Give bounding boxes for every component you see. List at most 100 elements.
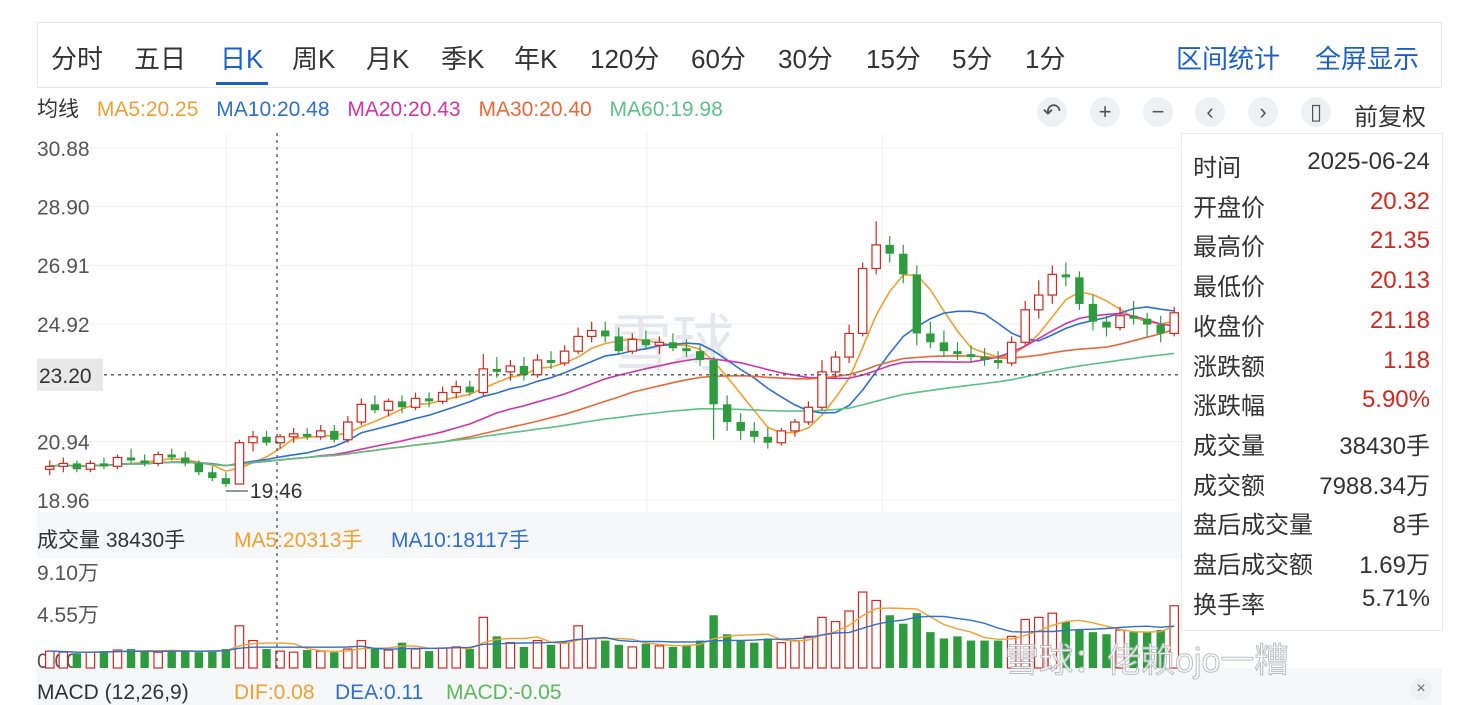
tab-1[interactable]: 五日: [134, 44, 187, 74]
volume-bar-down: [885, 615, 894, 668]
candle-body-down: [926, 333, 935, 343]
candle-body-down: [194, 463, 203, 473]
candle-body-down: [1088, 303, 1098, 322]
next-icon[interactable]: ›: [1248, 97, 1278, 127]
volume-bar-up: [1020, 618, 1031, 669]
candle-body-up: [315, 430, 326, 438]
info-label: 时间: [1193, 155, 1241, 182]
candle-body-up: [654, 341, 665, 346]
price-tick-label: 26.91: [37, 255, 90, 278]
crosshair-price-label: 23.20: [39, 365, 92, 388]
volume-bar-down: [1156, 630, 1165, 668]
tab-10[interactable]: 15分: [866, 44, 921, 74]
volume-bar-down: [167, 650, 176, 668]
volume-title: 成交量 38430手: [37, 529, 186, 552]
candle-body-down: [519, 365, 529, 375]
tab-3[interactable]: 周K: [292, 44, 336, 74]
info-row: 成交额 7988.34万: [1193, 466, 1430, 502]
volume-bar-up: [451, 646, 462, 669]
undo-icon[interactable]: ↶: [1037, 97, 1067, 127]
tab-12[interactable]: 1分: [1025, 44, 1066, 74]
candle-body-up: [844, 332, 854, 358]
dea-label: DEA:0.11: [335, 681, 424, 704]
volume-bar-down: [1075, 630, 1084, 668]
candle-body-up: [410, 397, 421, 408]
zoom-out-icon[interactable]: −: [1143, 97, 1173, 127]
close-macd-icon[interactable]: ×: [1410, 678, 1432, 700]
tab-11[interactable]: 5分: [952, 44, 993, 74]
volume-bar-up: [817, 616, 827, 669]
volume-bar-down: [980, 640, 989, 668]
dif-label: DIF:0.08: [234, 681, 315, 704]
volume-bar-up: [315, 650, 326, 669]
volume-bar-up: [410, 648, 421, 669]
interval-stats-button[interactable]: 区间统计: [1176, 44, 1281, 74]
candle-body-up: [356, 403, 367, 423]
candle-body-down: [966, 354, 976, 358]
tab-6[interactable]: 年K: [514, 44, 558, 74]
volume-bar-down: [1102, 634, 1111, 668]
candle-body-down: [668, 342, 678, 349]
candle-body-up: [532, 359, 543, 376]
macd-title: MACD (12,26,9): [37, 681, 189, 704]
tab-9[interactable]: 30分: [778, 44, 833, 74]
tab-5[interactable]: 季K: [441, 44, 485, 74]
candle-body-up: [830, 356, 841, 373]
volume-bar-down: [899, 623, 908, 668]
candle-body-down: [126, 457, 136, 461]
candle-body-down: [99, 463, 109, 467]
volume-bar-up: [505, 642, 516, 669]
volume-bar-down: [641, 643, 651, 668]
info-value: 1.18: [1383, 346, 1430, 374]
candle-body-up: [234, 442, 245, 485]
info-row: 时间 2025-06-24: [1193, 148, 1430, 184]
candle-body-up: [871, 244, 881, 270]
volume-bar-up: [248, 639, 258, 669]
tab-7[interactable]: 120分: [590, 44, 660, 74]
candle-icon[interactable]: ▯: [1301, 97, 1331, 127]
volume-bar-down: [926, 632, 935, 668]
info-row: 最高价 21.35: [1193, 227, 1430, 263]
tab-0[interactable]: 分时: [51, 44, 104, 74]
volume-bar-up: [586, 637, 597, 669]
adjust-mode-button[interactable]: 前复权: [1354, 104, 1426, 131]
candle-body-up: [573, 335, 583, 352]
tab-4[interactable]: 月K: [366, 44, 410, 74]
candle-body-down: [641, 339, 651, 346]
volume-bar-down: [709, 615, 718, 668]
volume-bar-up: [627, 646, 638, 669]
info-row: 最低价 20.13: [1193, 267, 1430, 303]
zoom-in-icon[interactable]: +: [1090, 97, 1120, 127]
info-value: 21.18: [1369, 306, 1430, 334]
volume-bar-up: [437, 647, 448, 669]
volume-bar-down: [465, 649, 474, 668]
info-label: 涨跌幅: [1193, 393, 1265, 421]
volume-bar-down: [695, 640, 705, 668]
info-value: 7988.34万: [1319, 472, 1430, 500]
tab-8[interactable]: 60分: [691, 44, 746, 74]
info-row: 盘后成交额 1.69万: [1193, 545, 1430, 581]
candle-body-down: [899, 253, 908, 275]
info-row: 换手率 5.71%: [1193, 585, 1430, 621]
candle-body-up: [586, 329, 597, 338]
volume-bar-down: [953, 636, 962, 668]
info-label: 换手率: [1193, 591, 1265, 619]
candle-body-up: [44, 465, 55, 470]
ma60-label: MA60:19.98: [609, 98, 723, 121]
price-tick-label: 18.96: [37, 490, 90, 513]
info-row: 开盘价 20.32: [1193, 188, 1430, 224]
info-value: 1.69万: [1359, 552, 1430, 579]
ma20-label: MA20:20.43: [347, 98, 461, 121]
candle-body-down: [465, 386, 474, 393]
prev-icon[interactable]: ‹: [1195, 97, 1225, 127]
fullscreen-button[interactable]: 全屏显示: [1315, 44, 1420, 74]
volume-bar-down: [750, 642, 759, 668]
volume-bar-up: [871, 599, 881, 669]
volume-bar-up: [44, 650, 55, 669]
candle-body-down: [492, 368, 502, 372]
volume-bar-down: [1129, 632, 1138, 668]
volume-bar-down: [682, 644, 691, 668]
candle-body-up: [803, 406, 814, 423]
tab-2[interactable]: 日K: [220, 44, 264, 74]
